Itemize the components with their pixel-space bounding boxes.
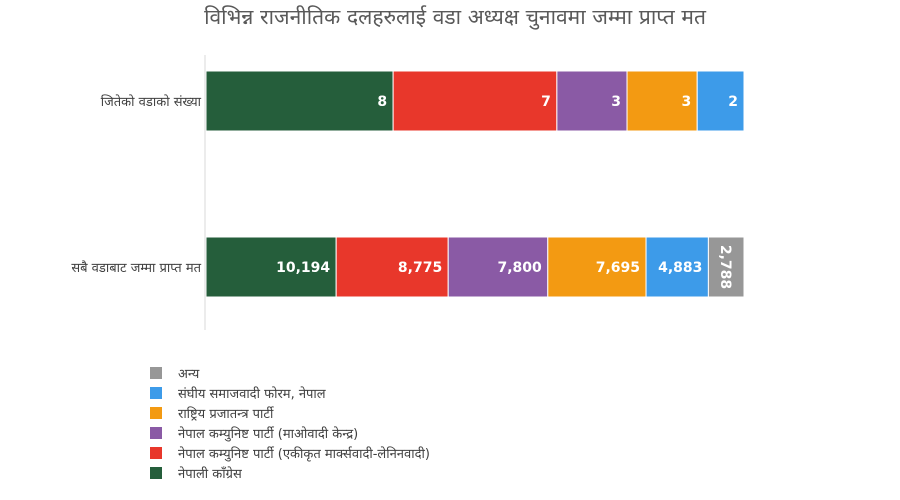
legend-swatch — [150, 367, 162, 379]
legend-label: संघीय समाजवादी फोरम, नेपाल — [178, 386, 326, 402]
bar-segment — [626, 70, 698, 132]
category-labels: जितेको वडाको संख्या सबै वडाबाट जम्मा प्रा… — [71, 94, 201, 276]
data-label: 2 — [728, 94, 738, 110]
legend-swatch — [150, 427, 162, 439]
bar-segment — [205, 70, 394, 132]
bars-group: 8 7 3 3 2 10,194 8,775 7,800 7,695 4,883 2,788 — [205, 70, 745, 298]
data-label: 3 — [681, 94, 691, 110]
data-label: 7,800 — [498, 260, 543, 276]
legend-label: राष्ट्रिय प्रजातन्त्र पार्टी — [178, 406, 274, 422]
data-label: 4,883 — [658, 260, 702, 276]
bar-segment — [392, 70, 558, 132]
legend: अन्य संघीय समाजवादी फोरम, नेपाल राष्ट्रिय … — [150, 367, 430, 482]
data-label: 8,775 — [398, 260, 442, 276]
data-label: 7 — [541, 94, 551, 110]
data-label: 7,695 — [596, 260, 640, 276]
legend-label: नेपाल कम्युनिष्ट पार्टी (एकीकृत मार्क्सव… — [178, 446, 430, 462]
data-label: 3 — [611, 94, 621, 110]
category-label: जितेको वडाको संख्या — [101, 94, 202, 110]
category-label: सबै वडाबाट जम्मा प्राप्त मत — [71, 260, 201, 276]
chart-title: विभिन्न राजनीतिक दलहरुलाई वडा अध्यक्ष चु… — [204, 5, 707, 30]
data-label: 2,788 — [717, 245, 733, 289]
legend-swatch — [150, 387, 162, 399]
bar-segment — [696, 70, 745, 132]
bar-segment — [447, 236, 549, 298]
legend-swatch — [150, 467, 162, 479]
bar-segment — [707, 236, 745, 298]
legend-label: अन्य — [178, 367, 200, 382]
legend-swatch — [150, 407, 162, 419]
data-label: 10,194 — [276, 260, 330, 276]
legend-label: नेपाली काँग्रेस — [178, 466, 242, 482]
legend-swatch — [150, 447, 162, 459]
legend-label: नेपाल कम्युनिष्ट पार्टी (माओवादी केन्द्र… — [178, 426, 358, 442]
data-label: 8 — [377, 94, 387, 110]
